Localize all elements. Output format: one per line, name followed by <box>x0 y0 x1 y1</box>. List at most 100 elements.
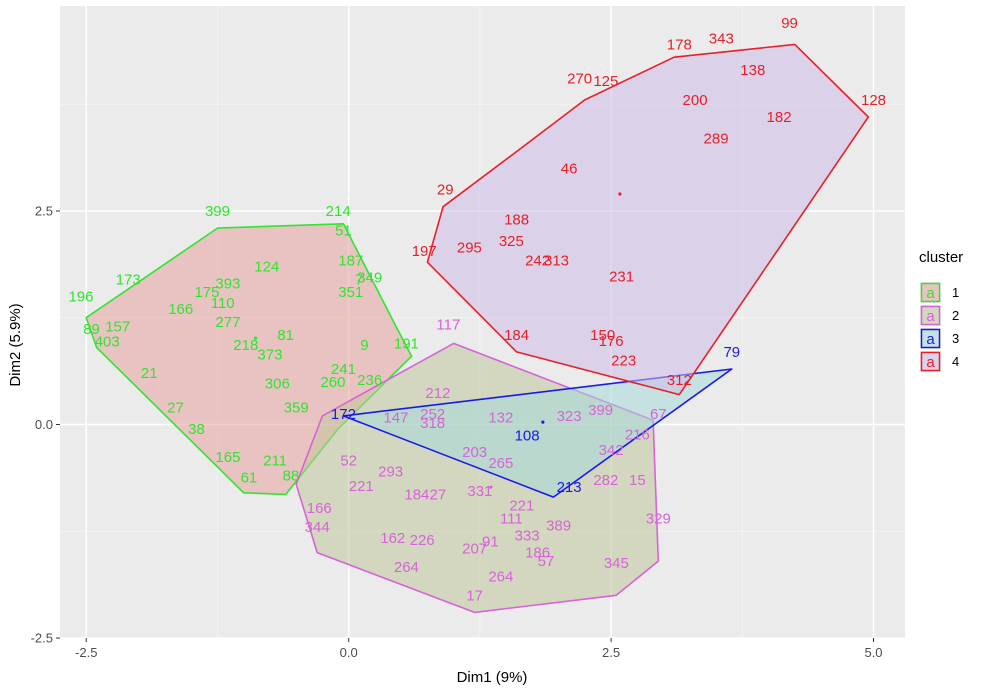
cluster-2-point-label: 186 <box>525 545 550 562</box>
x-tick-label: -2.5 <box>75 645 97 660</box>
cluster-4-point-label: 325 <box>499 233 524 250</box>
cluster-2-point-label: 117 <box>436 317 460 334</box>
legend-key-swatch <box>920 328 941 349</box>
cluster-1-point-label: 187 <box>338 253 363 270</box>
legend-label: 4 <box>952 354 959 369</box>
cluster-2-point-label: 226 <box>410 532 435 549</box>
cluster-1-point-label: 403 <box>95 334 120 351</box>
cluster-2-point-label: 147 <box>383 410 408 427</box>
cluster-1-point-label: 89 <box>83 321 100 338</box>
cluster-4-point-label: 176 <box>599 333 624 350</box>
legend-key-swatch <box>920 305 941 326</box>
x-axis-title: Dim1 (9%) <box>457 669 528 686</box>
cluster-1-point-label: 218 <box>233 337 258 354</box>
cluster-1-point-label: 38 <box>188 421 205 438</box>
cluster-1-centroid <box>253 336 258 340</box>
legend-label: 2 <box>952 308 959 323</box>
cluster-1-point-label: 351 <box>338 284 363 301</box>
cluster-1-point-label: 173 <box>116 271 141 288</box>
cluster-1-point-label: 175 <box>194 284 219 301</box>
cluster-1-point-label: 359 <box>284 399 309 416</box>
cluster-1-point-label: 27 <box>167 399 184 416</box>
cluster-2-point-label: 91 <box>482 533 499 550</box>
cluster-2-point-label: 221 <box>349 478 374 495</box>
cluster-2-point-label: 207 <box>462 540 487 557</box>
cluster-4-point-label: 182 <box>767 109 792 126</box>
cluster-1-point-label: 399 <box>205 203 230 220</box>
cluster-4-point-label: 200 <box>683 92 708 109</box>
cluster-1-point-label: 260 <box>320 374 345 391</box>
cluster-4-point-label: 128 <box>861 92 886 109</box>
cluster-4-hull <box>426 43 870 396</box>
y-tick-label: 2.5 <box>35 203 53 218</box>
cluster-2-point-label: 389 <box>546 517 571 534</box>
cluster-3-point-label: 172 <box>331 406 356 423</box>
cluster-1-point-label: 306 <box>265 375 290 392</box>
cluster-1-point-label: 81 <box>277 327 294 344</box>
y-tick-label: -2.5 <box>31 631 53 646</box>
cluster-1-point-label: 157 <box>105 318 130 335</box>
cluster-4-point-label: 343 <box>709 30 734 47</box>
cluster-2-point-label: 264 <box>394 559 419 576</box>
cluster-4-point-label: 125 <box>593 73 618 90</box>
cluster-1-point-label: 7 <box>355 271 363 288</box>
cluster-3-point-label: 108 <box>515 428 540 445</box>
x-tick-label: 5.0 <box>864 645 882 660</box>
cluster-1-point-label: 110 <box>211 295 235 312</box>
cluster-4-point-label: 188 <box>504 212 529 229</box>
cluster-3-hull <box>342 368 733 498</box>
cluster-2-point-label: 282 <box>593 472 618 489</box>
cluster-2-point-label: 344 <box>305 519 330 536</box>
cluster-4-point-label: 138 <box>740 62 765 79</box>
cluster-4-point-label: 295 <box>457 240 482 257</box>
cluster-4-point-label: 312 <box>667 372 692 389</box>
legend-key-glyph: a <box>926 354 935 371</box>
cluster-2-point-label: 318 <box>420 415 445 432</box>
x-axis-ticks: -2.5 0.0 2.5 5.0 <box>75 638 883 660</box>
cluster-4-point-label: 150 <box>590 327 615 344</box>
cluster-2-point-label: 345 <box>604 555 629 572</box>
cluster-4-point-label: 197 <box>412 243 437 260</box>
cluster-2-point-label: 265 <box>488 455 513 472</box>
cluster-2-point-label: 331 <box>467 483 492 500</box>
cluster-1-point-label: 236 <box>357 372 382 389</box>
cluster-4-point-label: 29 <box>437 182 454 199</box>
cluster-2-point-label: 399 <box>588 402 613 419</box>
cluster-2-point-label: 27 <box>430 487 447 504</box>
cluster-1-point-label: 21 <box>141 365 158 382</box>
cluster-2-point-label: 67 <box>650 406 667 423</box>
cluster-3-centroid <box>541 420 545 424</box>
cluster-1-point-label: 191 <box>394 335 419 352</box>
cluster-1-point-label: 349 <box>357 270 382 287</box>
cluster-4-point-label: 289 <box>704 130 729 147</box>
x-tick-label: 2.5 <box>602 645 620 660</box>
cluster-1-point-label: 373 <box>257 346 282 363</box>
cluster-2-point-label: 212 <box>425 385 450 402</box>
cluster-2-point-label: 203 <box>462 444 487 461</box>
cluster-4-point-label: 242 <box>525 253 550 270</box>
cluster-4-point-label: 313 <box>544 253 569 270</box>
cluster-3-point-label: 79 <box>723 344 740 361</box>
cluster-1-point-label: 393 <box>215 276 240 293</box>
cluster-2-point-label: 166 <box>307 500 332 517</box>
legend-key-glyph: a <box>926 285 935 302</box>
cluster-2-point-label: 216 <box>625 427 650 444</box>
cluster-1-point-label: 88 <box>283 468 300 485</box>
cluster-4-point-label: 270 <box>567 71 592 88</box>
legend-label: 1 <box>952 285 959 300</box>
y-tick-label: 0.0 <box>35 417 53 432</box>
legend-key-swatch <box>920 351 941 372</box>
legend-key-glyph: a <box>926 308 935 325</box>
cluster-1-point-label: 61 <box>241 469 258 486</box>
legend-key-swatch <box>920 282 941 303</box>
cluster-2-point-label: 342 <box>599 442 624 459</box>
cluster-2-point-label: 15 <box>629 472 646 489</box>
legend-key-glyph: a <box>926 331 935 348</box>
cluster-2-point-label: 329 <box>646 510 671 527</box>
cluster-2-point-label: 52 <box>340 452 357 469</box>
cluster-2-point-label: 132 <box>488 410 513 427</box>
cluster-1-point-label: 214 <box>326 203 351 220</box>
legend-label: 3 <box>952 331 959 346</box>
